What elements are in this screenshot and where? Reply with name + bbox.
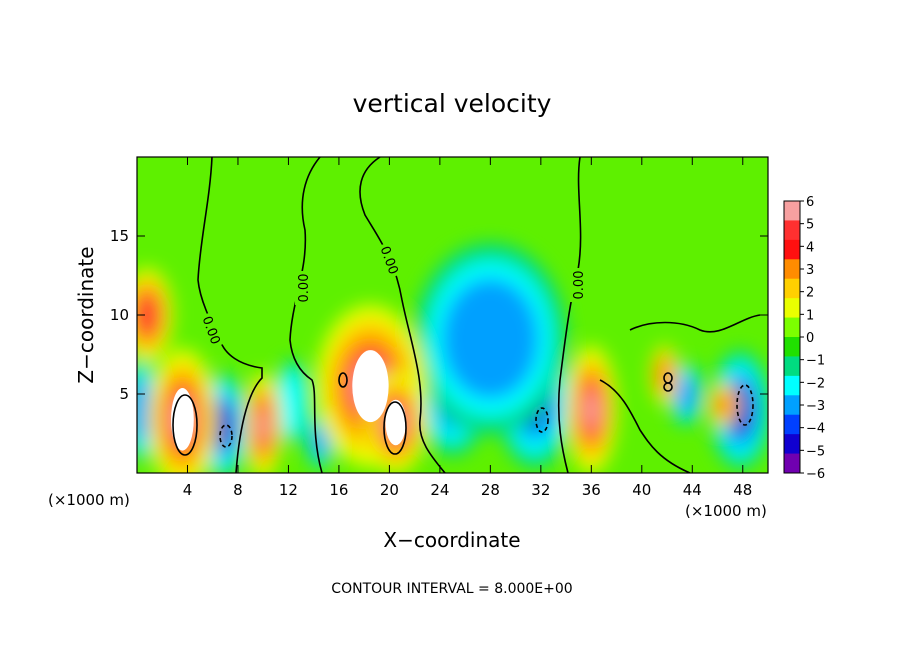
y-tick-label: 5: [119, 385, 129, 403]
updraft-region: [583, 390, 599, 429]
colorbar-swatch: [784, 201, 800, 221]
y-tick-label: 10: [110, 306, 129, 324]
velocity-blobs: [137, 242, 768, 473]
colorbar-swatch: [784, 375, 800, 396]
contour-line: [289, 157, 323, 473]
contour-label-bg: [377, 241, 404, 279]
x-tick-label: 36: [582, 481, 601, 499]
colorbar-label: −3: [806, 399, 825, 414]
contour-label: 0.00: [295, 271, 312, 305]
colorbar-swatch: [784, 434, 800, 455]
updraft-region: [137, 294, 159, 336]
y-tick-label: 15: [110, 227, 129, 245]
colorbar-swatch: [784, 259, 800, 280]
y-axis-title: Z−coordinate: [74, 246, 98, 383]
plot-field: 0.000.000.000.00: [137, 157, 768, 473]
colorbar-label: 3: [806, 263, 814, 278]
contour-loop: [535, 407, 549, 433]
colorbar-label: −4: [806, 422, 825, 437]
contour-line: [629, 314, 761, 333]
contour-loop: [663, 382, 673, 392]
chart-title: vertical velocity: [353, 89, 552, 118]
contour-label-text: 0.00: [572, 271, 587, 300]
contour-loop: [172, 394, 198, 456]
contour-loop: [219, 424, 233, 448]
contour-label-bg: [199, 311, 226, 349]
colorbar-swatch: [784, 298, 800, 319]
downdraft-region: [278, 367, 307, 437]
x-tick-label: 4: [183, 481, 193, 499]
contour-label-bg: [570, 268, 585, 302]
colorbar-swatch: [784, 414, 800, 435]
contour-label-text: 0.00: [297, 274, 312, 303]
colorbar-swatch: [784, 278, 800, 299]
colorbar-swatch: [784, 395, 800, 416]
colorbar-label: −6: [806, 467, 825, 482]
x-tick-label: 28: [481, 481, 500, 499]
contour-line: [359, 157, 446, 473]
contour-label: 0.00: [570, 268, 587, 302]
colorbar-label: −5: [806, 444, 825, 459]
y-axis: 5 10 15: [110, 227, 768, 403]
colorbar-label: 5: [806, 218, 814, 233]
colorbar-label: 4: [806, 240, 814, 255]
colorbar-swatch: [784, 337, 800, 357]
x-tick-label: 24: [430, 481, 449, 499]
contour-loop: [383, 401, 407, 455]
colorbar-label: −1: [806, 354, 825, 369]
x-tick-label: 32: [531, 481, 550, 499]
colorbar-label: 6: [806, 195, 814, 210]
colorbar-swatch: [784, 220, 800, 241]
updraft-region: [257, 409, 269, 442]
out-of-range-core: [352, 350, 389, 423]
colorbar-swatch: [784, 453, 800, 474]
updraft-region: [714, 391, 734, 419]
x-unit-left: (×1000 m): [48, 491, 130, 509]
downdraft-region: [675, 373, 697, 415]
contour-line: [599, 379, 691, 473]
x-tick-label: 16: [329, 481, 348, 499]
colorbar-swatch: [784, 239, 800, 260]
colorbar-label: −2: [806, 376, 825, 391]
colorbar-swatch: [784, 356, 800, 377]
contour-interval-note: CONTOUR INTERVAL = 8.000E+00: [331, 581, 572, 597]
x-tick-label: 12: [279, 481, 298, 499]
colorbar-label: 2: [806, 286, 814, 301]
x-tick-label: 8: [233, 481, 243, 499]
contour-line: [557, 157, 582, 473]
x-unit-right: (×1000 m): [685, 502, 767, 520]
colorbar-swatch: [784, 317, 800, 338]
contour-loop: [736, 384, 754, 426]
colorbar-label: 1: [806, 308, 814, 323]
x-tick-label: 44: [683, 481, 702, 499]
colorbar: 6 5 4 3 2 1 0 −1 −2 −3 −4 −5 −6: [783, 195, 825, 482]
x-axis-title: X−coordinate: [383, 528, 520, 552]
out-of-range-core: [385, 399, 406, 446]
downdraft-region: [442, 278, 539, 400]
x-tick-label: 20: [380, 481, 399, 499]
colorbar-label: 0: [806, 331, 814, 346]
x-tick-label: 40: [632, 481, 651, 499]
contour-label-bg: [295, 271, 310, 305]
downdraft-region: [137, 376, 152, 444]
x-axis: 4 8 12 16 20 24 28 32 36 40 44 48: [183, 157, 752, 499]
contour-loop: [338, 372, 348, 388]
x-tick-label: 48: [733, 481, 752, 499]
